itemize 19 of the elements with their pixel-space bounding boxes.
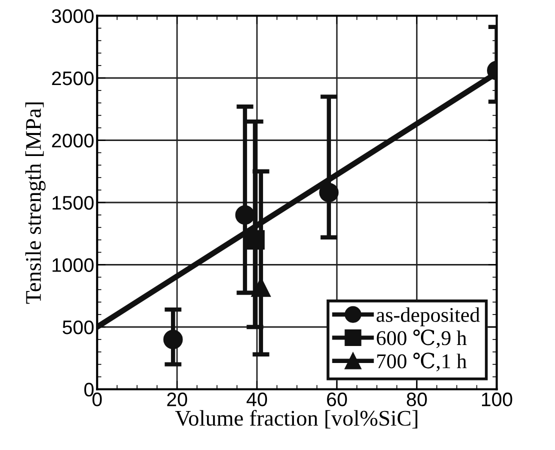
y-tick-label: 2000 [52, 134, 94, 148]
x-tick-label: 20 [167, 392, 188, 406]
y-tick-label: 0 [84, 382, 94, 396]
x-tick-label: 60 [327, 392, 347, 406]
legend-label: 700 ℃,1 h [377, 352, 467, 372]
x-tick-label: 80 [406, 392, 427, 406]
y-tick-label: 2500 [52, 71, 94, 86]
x-tick-label: 40 [246, 392, 268, 406]
y-tick-label: 3000 [52, 9, 94, 23]
point [235, 205, 255, 225]
y-axis-title: Tensile strength [MPa] [25, 102, 46, 304]
y-tick-label: 500 [62, 320, 94, 334]
x-axis-title: Volume fraction [vol%SiC] [175, 410, 418, 429]
legend-label: as-deposited [376, 307, 480, 326]
legend-label: 600 ℃,9 h [376, 329, 467, 348]
y-tick-label: 1000 [52, 258, 94, 272]
y-tick-label: 1500 [52, 196, 94, 210]
x-tick-label: 100 [482, 392, 512, 406]
point [245, 230, 265, 250]
